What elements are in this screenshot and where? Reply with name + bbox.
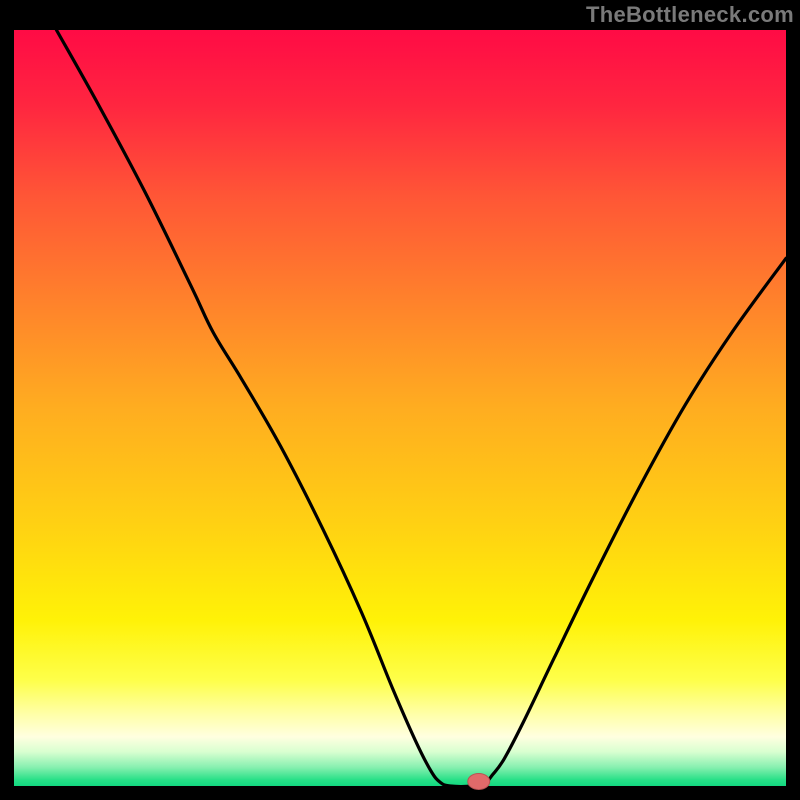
stage: TheBottleneck.com (0, 0, 800, 800)
minimum-marker (468, 773, 490, 789)
chart-svg (0, 0, 800, 800)
gradient-area (14, 30, 786, 786)
watermark-text: TheBottleneck.com (586, 2, 794, 28)
